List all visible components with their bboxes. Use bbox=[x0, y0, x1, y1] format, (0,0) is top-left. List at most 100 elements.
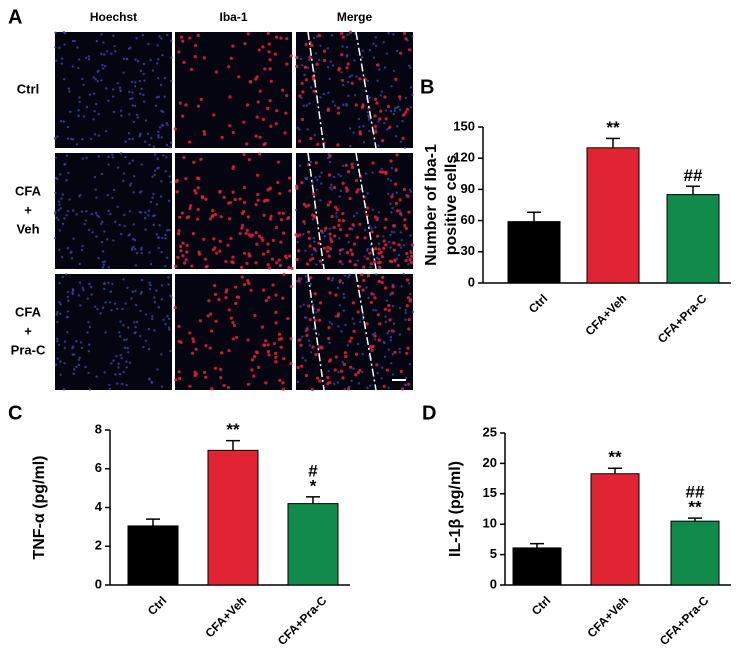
microglia-dot bbox=[378, 117, 382, 121]
microglia-dot bbox=[374, 247, 378, 251]
nucleus-dot bbox=[80, 248, 84, 252]
microglia-dot bbox=[326, 382, 330, 386]
nucleus-dot bbox=[357, 117, 361, 121]
nucleus-dot bbox=[119, 320, 122, 323]
microglia-dot bbox=[283, 131, 287, 135]
micrograph bbox=[175, 32, 292, 148]
nucleus-dot bbox=[100, 33, 103, 36]
microglia-dot bbox=[240, 226, 244, 230]
nucleus-dot bbox=[156, 44, 159, 47]
microglia-dot bbox=[174, 378, 178, 382]
nucleus-dot bbox=[155, 233, 159, 236]
micrograph bbox=[175, 153, 292, 269]
microglia-dot bbox=[279, 345, 283, 349]
microglia-dot bbox=[394, 77, 398, 81]
microglia-dot bbox=[365, 257, 370, 261]
nucleus-dot bbox=[83, 222, 87, 226]
microglia-dot bbox=[327, 276, 331, 281]
nucleus-dot bbox=[123, 346, 127, 349]
microglia-dot bbox=[264, 339, 268, 343]
microglia-dot bbox=[231, 130, 235, 135]
microglia-dot bbox=[208, 217, 213, 221]
microglia-dot bbox=[226, 243, 230, 247]
nucleus-dot bbox=[153, 329, 156, 332]
microglia-dot bbox=[231, 321, 235, 325]
nucleus-dot bbox=[370, 227, 373, 230]
microglia-dot bbox=[358, 222, 362, 226]
microglia-dot bbox=[277, 332, 281, 336]
nucleus-dot bbox=[156, 157, 159, 161]
microglia-dot bbox=[224, 259, 228, 264]
nucleus-dot bbox=[55, 313, 58, 316]
nucleus-dot bbox=[73, 39, 77, 43]
microglia-dot bbox=[233, 197, 237, 202]
microglia-dot bbox=[305, 262, 309, 266]
microglia-dot bbox=[266, 31, 270, 35]
y-tick-label: 8 bbox=[95, 421, 102, 436]
microglia-dot bbox=[195, 176, 200, 180]
microglia-dot bbox=[362, 278, 366, 283]
bar bbox=[586, 147, 640, 284]
nucleus-dot bbox=[103, 230, 106, 233]
nucleus-dot bbox=[104, 301, 107, 304]
nucleus-dot bbox=[160, 123, 164, 127]
nucleus-dot bbox=[359, 320, 362, 324]
significance-mark: ** bbox=[608, 448, 622, 467]
nucleus-dot bbox=[107, 266, 110, 269]
microglia-dot bbox=[310, 387, 315, 392]
nucleus-dot bbox=[81, 286, 84, 290]
microglia-dot bbox=[274, 122, 278, 126]
microglia-dot bbox=[245, 103, 250, 107]
microglia-dot bbox=[382, 246, 386, 250]
nucleus-dot bbox=[317, 333, 321, 336]
microglia-dot bbox=[242, 120, 246, 124]
nucleus-dot bbox=[376, 371, 379, 375]
nucleus-dot bbox=[126, 351, 130, 354]
microglia-dot bbox=[308, 318, 312, 322]
nucleus-dot bbox=[152, 145, 156, 148]
microglia-dot bbox=[302, 202, 306, 206]
microglia-dot bbox=[224, 296, 228, 300]
nucleus-dot bbox=[97, 215, 100, 218]
nucleus-dot bbox=[165, 122, 168, 125]
microglia-dot bbox=[336, 106, 340, 110]
nucleus-dot bbox=[156, 368, 159, 371]
microglia-dot bbox=[314, 161, 318, 165]
nucleus-dot bbox=[134, 81, 137, 84]
nucleus-dot bbox=[95, 196, 98, 199]
nucleus-dot bbox=[346, 344, 350, 347]
microglia-dot bbox=[319, 229, 323, 233]
nucleus-dot bbox=[298, 128, 301, 131]
nucleus-dot bbox=[142, 100, 146, 103]
nucleus-dot bbox=[107, 163, 110, 166]
nucleus-dot bbox=[387, 31, 390, 35]
microglia-dot bbox=[344, 186, 348, 190]
nucleus-dot bbox=[342, 309, 345, 312]
y-tick-label: 15 bbox=[483, 485, 497, 500]
nucleus-dot bbox=[73, 368, 76, 371]
microglia-dot bbox=[375, 218, 379, 222]
nucleus-dot bbox=[389, 233, 392, 237]
microglia-dot bbox=[309, 136, 313, 141]
nucleus-dot bbox=[103, 260, 107, 263]
microglia-dot bbox=[255, 115, 259, 119]
nucleus-dot bbox=[139, 133, 142, 136]
nucleus-dot bbox=[57, 209, 60, 212]
microglia-dot bbox=[308, 244, 312, 248]
nucleus-dot bbox=[408, 362, 411, 366]
nucleus-dot bbox=[397, 253, 401, 257]
nucleus-dot bbox=[112, 95, 115, 98]
nucleus-dot bbox=[62, 388, 66, 391]
nucleus-dot bbox=[157, 130, 160, 134]
nucleus-dot bbox=[374, 309, 378, 312]
nucleus-dot bbox=[338, 195, 341, 198]
microglia-dot bbox=[204, 344, 208, 348]
microglia-dot bbox=[345, 189, 349, 193]
microglia-dot bbox=[313, 292, 317, 296]
microglia-dot bbox=[398, 95, 402, 99]
microglia-dot bbox=[269, 124, 273, 128]
microglia-dot bbox=[188, 384, 192, 388]
nucleus-dot bbox=[95, 39, 99, 43]
nucleus-dot bbox=[366, 111, 370, 114]
microglia-dot bbox=[332, 185, 337, 190]
